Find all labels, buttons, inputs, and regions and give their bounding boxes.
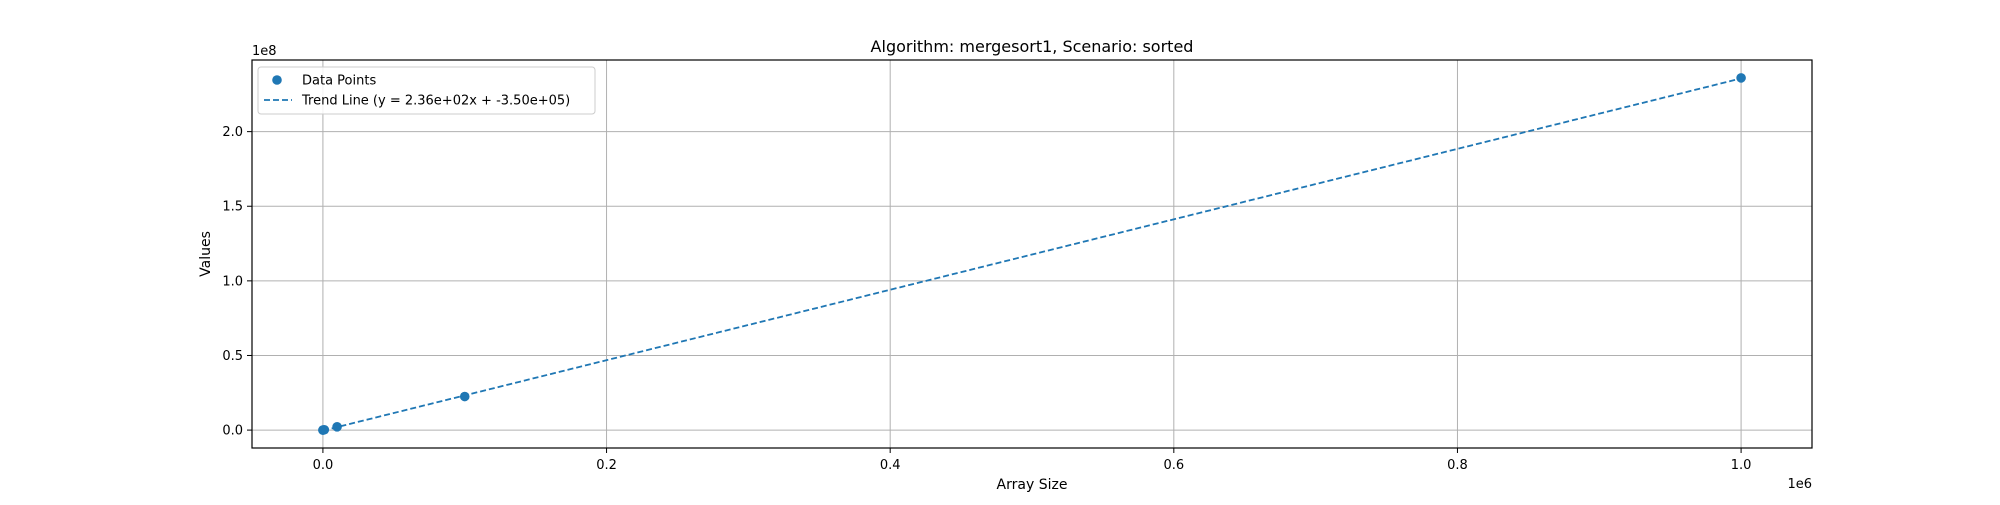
x-tick-label: 1.0 <box>1731 458 1752 473</box>
data-points-layer <box>318 73 1746 435</box>
y-tick-label: 0.5 <box>222 349 243 364</box>
legend: Data Points Trend Line (y = 2.36e+02x + … <box>257 66 596 115</box>
y-tick-label: 1.0 <box>222 274 243 289</box>
trend-line <box>322 77 1742 432</box>
y-tick-label: 2.0 <box>222 125 243 140</box>
plot-frame <box>251 59 1813 449</box>
y-tick-label: 1.5 <box>222 200 243 215</box>
legend-label-data-points: Data Points <box>302 74 376 89</box>
x-tick-label: 0.0 <box>313 458 334 473</box>
data-point <box>459 391 470 402</box>
chart-title: Algorithm: mergesort1, Scenario: sorted <box>871 37 1194 56</box>
grid <box>252 60 1812 448</box>
data-point <box>332 422 342 432</box>
x-offset-label: 1e6 <box>1787 477 1812 492</box>
legend-label-trend-line: Trend Line (y = 2.36e+02x + -3.50e+05) <box>301 94 570 109</box>
legend-scatter-marker <box>272 75 282 85</box>
y-axis-label: Values <box>198 231 214 277</box>
data-point <box>1736 73 1746 83</box>
x-axis-label: Array Size <box>997 477 1068 493</box>
y-axis: 0.0 0.5 1.0 1.5 2.0 <box>222 125 252 439</box>
x-axis: 0.0 0.2 0.4 0.6 0.8 1.0 <box>313 448 1752 473</box>
x-tick-label: 0.6 <box>1163 458 1184 473</box>
x-tick-label: 0.2 <box>596 458 617 473</box>
data-point <box>319 424 330 435</box>
y-tick-label: 0.0 <box>222 424 243 439</box>
legend-box <box>257 66 596 115</box>
x-tick-label: 0.4 <box>880 458 901 473</box>
x-tick-label: 0.8 <box>1447 458 1468 473</box>
y-offset-label: 1e8 <box>252 44 277 59</box>
trend-line-layer <box>322 77 1742 432</box>
